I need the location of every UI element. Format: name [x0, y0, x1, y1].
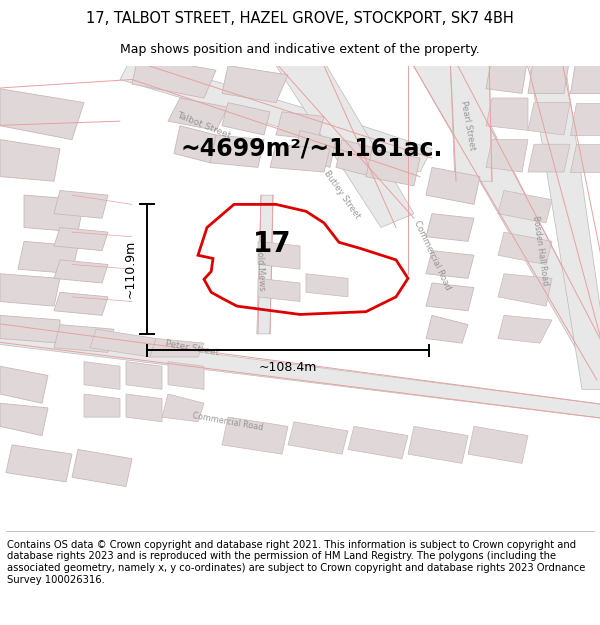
Text: Talbot Street: Talbot Street [176, 111, 232, 141]
Polygon shape [0, 322, 600, 419]
Polygon shape [498, 191, 552, 223]
Text: Commercial Road: Commercial Road [192, 411, 264, 432]
Polygon shape [306, 274, 348, 297]
Polygon shape [294, 131, 336, 168]
Text: Peter Street: Peter Street [164, 339, 220, 357]
Polygon shape [426, 214, 474, 241]
Polygon shape [570, 56, 600, 93]
Text: Bosden Hall Road: Bosden Hall Road [530, 215, 550, 286]
Polygon shape [120, 56, 348, 144]
Polygon shape [84, 362, 120, 389]
Polygon shape [54, 260, 108, 283]
Polygon shape [570, 144, 600, 172]
Polygon shape [270, 144, 330, 172]
Polygon shape [222, 66, 288, 102]
Polygon shape [468, 426, 528, 463]
Text: ~4699m²/~1.161ac.: ~4699m²/~1.161ac. [181, 137, 443, 161]
Polygon shape [486, 98, 528, 131]
Polygon shape [222, 102, 270, 135]
Polygon shape [270, 56, 414, 228]
Polygon shape [150, 339, 204, 357]
Polygon shape [90, 329, 156, 357]
Polygon shape [126, 394, 162, 422]
Polygon shape [54, 191, 108, 218]
Polygon shape [486, 56, 528, 93]
Polygon shape [132, 56, 216, 98]
Polygon shape [54, 228, 108, 251]
Polygon shape [426, 316, 468, 343]
Polygon shape [288, 422, 348, 454]
Text: Contains OS data © Crown copyright and database right 2021. This information is : Contains OS data © Crown copyright and d… [7, 540, 586, 584]
Polygon shape [168, 98, 228, 131]
Polygon shape [336, 139, 378, 177]
Text: Pearl Street: Pearl Street [459, 100, 477, 151]
Polygon shape [498, 316, 552, 343]
Polygon shape [54, 324, 114, 352]
Polygon shape [408, 426, 468, 463]
Polygon shape [276, 112, 324, 139]
Polygon shape [426, 283, 474, 311]
Text: ~108.4m: ~108.4m [259, 361, 317, 374]
Polygon shape [450, 56, 492, 181]
Polygon shape [84, 394, 120, 417]
Polygon shape [258, 278, 300, 301]
Polygon shape [0, 366, 48, 403]
Polygon shape [336, 121, 432, 172]
Polygon shape [258, 241, 300, 269]
Polygon shape [528, 144, 570, 172]
Polygon shape [18, 241, 78, 274]
Polygon shape [222, 417, 288, 454]
Polygon shape [72, 449, 132, 486]
Polygon shape [210, 135, 264, 168]
Polygon shape [0, 139, 60, 181]
Polygon shape [174, 126, 216, 162]
Polygon shape [528, 56, 570, 93]
Polygon shape [486, 139, 528, 172]
Text: 17, TALBOT STREET, HAZEL GROVE, STOCKPORT, SK7 4BH: 17, TALBOT STREET, HAZEL GROVE, STOCKPOR… [86, 11, 514, 26]
Polygon shape [168, 362, 204, 389]
Polygon shape [528, 56, 600, 389]
Polygon shape [570, 102, 600, 135]
Polygon shape [126, 362, 162, 389]
Polygon shape [257, 195, 273, 334]
Polygon shape [0, 274, 60, 306]
Polygon shape [426, 168, 480, 204]
Text: Map shows position and indicative extent of the property.: Map shows position and indicative extent… [120, 42, 480, 56]
Text: ~110.9m: ~110.9m [124, 240, 137, 298]
Polygon shape [528, 102, 570, 135]
Polygon shape [6, 445, 72, 482]
Polygon shape [348, 426, 408, 459]
Polygon shape [426, 251, 474, 278]
Text: 17: 17 [253, 230, 292, 258]
Polygon shape [54, 292, 108, 316]
Polygon shape [162, 394, 204, 422]
Text: Commercial Road: Commercial Road [412, 219, 452, 291]
Polygon shape [0, 316, 60, 343]
Polygon shape [498, 232, 552, 264]
Polygon shape [0, 403, 48, 436]
Polygon shape [408, 56, 600, 380]
Text: Fold Mews: Fold Mews [256, 247, 266, 291]
Text: Butley Street: Butley Street [322, 169, 362, 221]
Polygon shape [0, 89, 84, 139]
Polygon shape [24, 195, 84, 232]
Polygon shape [366, 149, 420, 186]
Polygon shape [498, 274, 552, 306]
